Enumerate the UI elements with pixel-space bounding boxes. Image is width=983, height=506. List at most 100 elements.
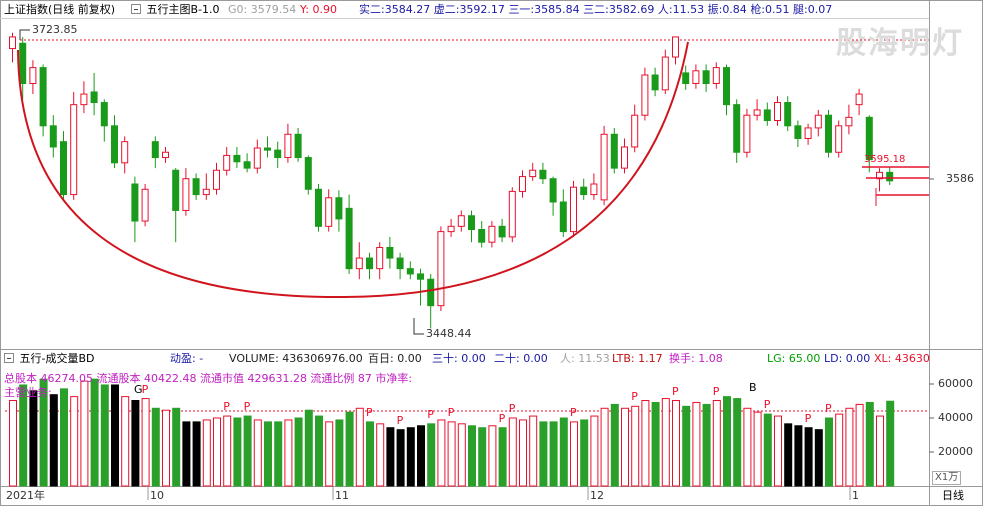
stat-label: 三一: (508, 3, 535, 16)
stat-label: 枪: (750, 3, 766, 16)
candle-body (712, 67, 720, 84)
candle-body (478, 228, 486, 243)
business-info-line: 主营业务: (4, 386, 52, 399)
candle-body (202, 188, 210, 196)
stat-value: 0.84 (722, 3, 747, 16)
candle-body (845, 116, 853, 127)
candle-body (794, 125, 802, 140)
volume-bar (733, 398, 742, 487)
volume-series (9, 378, 895, 487)
volume-bar (814, 429, 823, 487)
period-button[interactable]: 日线 (942, 489, 964, 502)
volume-bar (233, 417, 242, 487)
candle-body (70, 104, 78, 196)
volume-bar (835, 413, 844, 487)
volume-bar (366, 421, 374, 487)
volume-bar (202, 419, 211, 487)
volume-bar (100, 384, 109, 487)
candle-body (774, 102, 781, 122)
volume-bar (570, 421, 578, 487)
header-bar: 上证指数(日线 前复权) (4, 3, 115, 17)
p-marker: P (763, 398, 771, 412)
volume-bar (641, 400, 650, 487)
target-price-label: 3595.18 (864, 154, 906, 165)
huanshou-value: 换手: 1.08 (669, 352, 723, 365)
volume-bar (315, 415, 323, 487)
candle-body (100, 102, 108, 127)
candle-body (600, 133, 608, 201)
candle-body (9, 36, 16, 50)
date-label: 2021年 (6, 489, 45, 502)
p-marker: P (804, 411, 812, 425)
stat-value: 3592.17 (459, 3, 505, 16)
volume-bar (355, 407, 364, 487)
volume-bar (590, 415, 599, 487)
p-marker: P (712, 384, 720, 398)
index-name[interactable]: 上证指数(日线 前复权) (4, 3, 116, 16)
indicator-expand-icon[interactable] (4, 353, 14, 363)
volume-bar (468, 425, 476, 487)
ld-value: LD: 0.00 (824, 352, 871, 365)
g-marker: G (134, 383, 143, 396)
candle-body (355, 257, 363, 270)
candle-body (192, 178, 200, 196)
indicator-name[interactable]: 五行主图B-1.0 (146, 3, 220, 16)
volume-bar (90, 378, 99, 487)
volume-bar (253, 419, 262, 487)
volume-bar (621, 407, 629, 487)
candle-body (376, 246, 384, 270)
volume-bar (325, 421, 334, 487)
volume-bar (559, 417, 568, 487)
candle-body (182, 178, 190, 211)
candle-body (804, 127, 812, 140)
volume-bar (498, 427, 507, 487)
candle-body (468, 215, 475, 230)
candle-body (294, 133, 302, 159)
volume-bar (274, 421, 283, 487)
candlestick-series (9, 32, 894, 329)
p-marker: P (366, 405, 373, 419)
volume-indicator-name[interactable]: 五行-成交量BD (19, 352, 95, 365)
y-value: Y: 0.90 (300, 3, 337, 16)
candle-body (457, 215, 465, 227)
header-stats: 实二:3584.27 虚二:3592.17 三一:3585.84 三二:3582… (359, 3, 832, 17)
volume-bar (794, 425, 803, 487)
volume-bar (60, 388, 68, 487)
volume-axis-label: 20000 (938, 445, 973, 458)
stat-value: 11.53 (672, 3, 705, 16)
candle-body (366, 257, 373, 270)
p-marker: P (141, 382, 149, 396)
candle-body (641, 74, 649, 116)
volume-bar (121, 396, 130, 487)
candle-body (672, 36, 679, 58)
date-label: 12 (590, 489, 604, 502)
candle-body (274, 149, 282, 159)
candle-body (539, 169, 547, 180)
b-marker: B (749, 381, 757, 394)
date-label: 10 (150, 489, 164, 502)
volume-bar (529, 415, 538, 487)
volume-bar (876, 415, 884, 487)
volume-bar (49, 394, 58, 487)
indicator-expand-icon[interactable] (131, 4, 141, 14)
date-label: 1 (852, 489, 859, 502)
volume-bar (712, 400, 721, 487)
lg-value: LG: 65.00 (767, 352, 821, 365)
candle-body (651, 74, 659, 91)
volume-bar (886, 400, 895, 487)
candle-body (396, 257, 404, 270)
indicator-group: 五行主图B-1.0 (131, 3, 220, 17)
candle-body (335, 197, 343, 220)
volume-bar (213, 417, 221, 487)
volume-bar (580, 419, 589, 487)
volume-bar (427, 423, 436, 487)
candle-body (315, 188, 322, 227)
stat-label: 三二: (583, 3, 609, 16)
volume-axis-label: 60000 (938, 377, 973, 390)
candle-body (90, 91, 98, 104)
volume-bar (743, 407, 752, 487)
volume-bar (162, 409, 170, 487)
low-price-label: 3448.44 (426, 327, 472, 340)
stat-value: 3584.27 (384, 3, 431, 16)
